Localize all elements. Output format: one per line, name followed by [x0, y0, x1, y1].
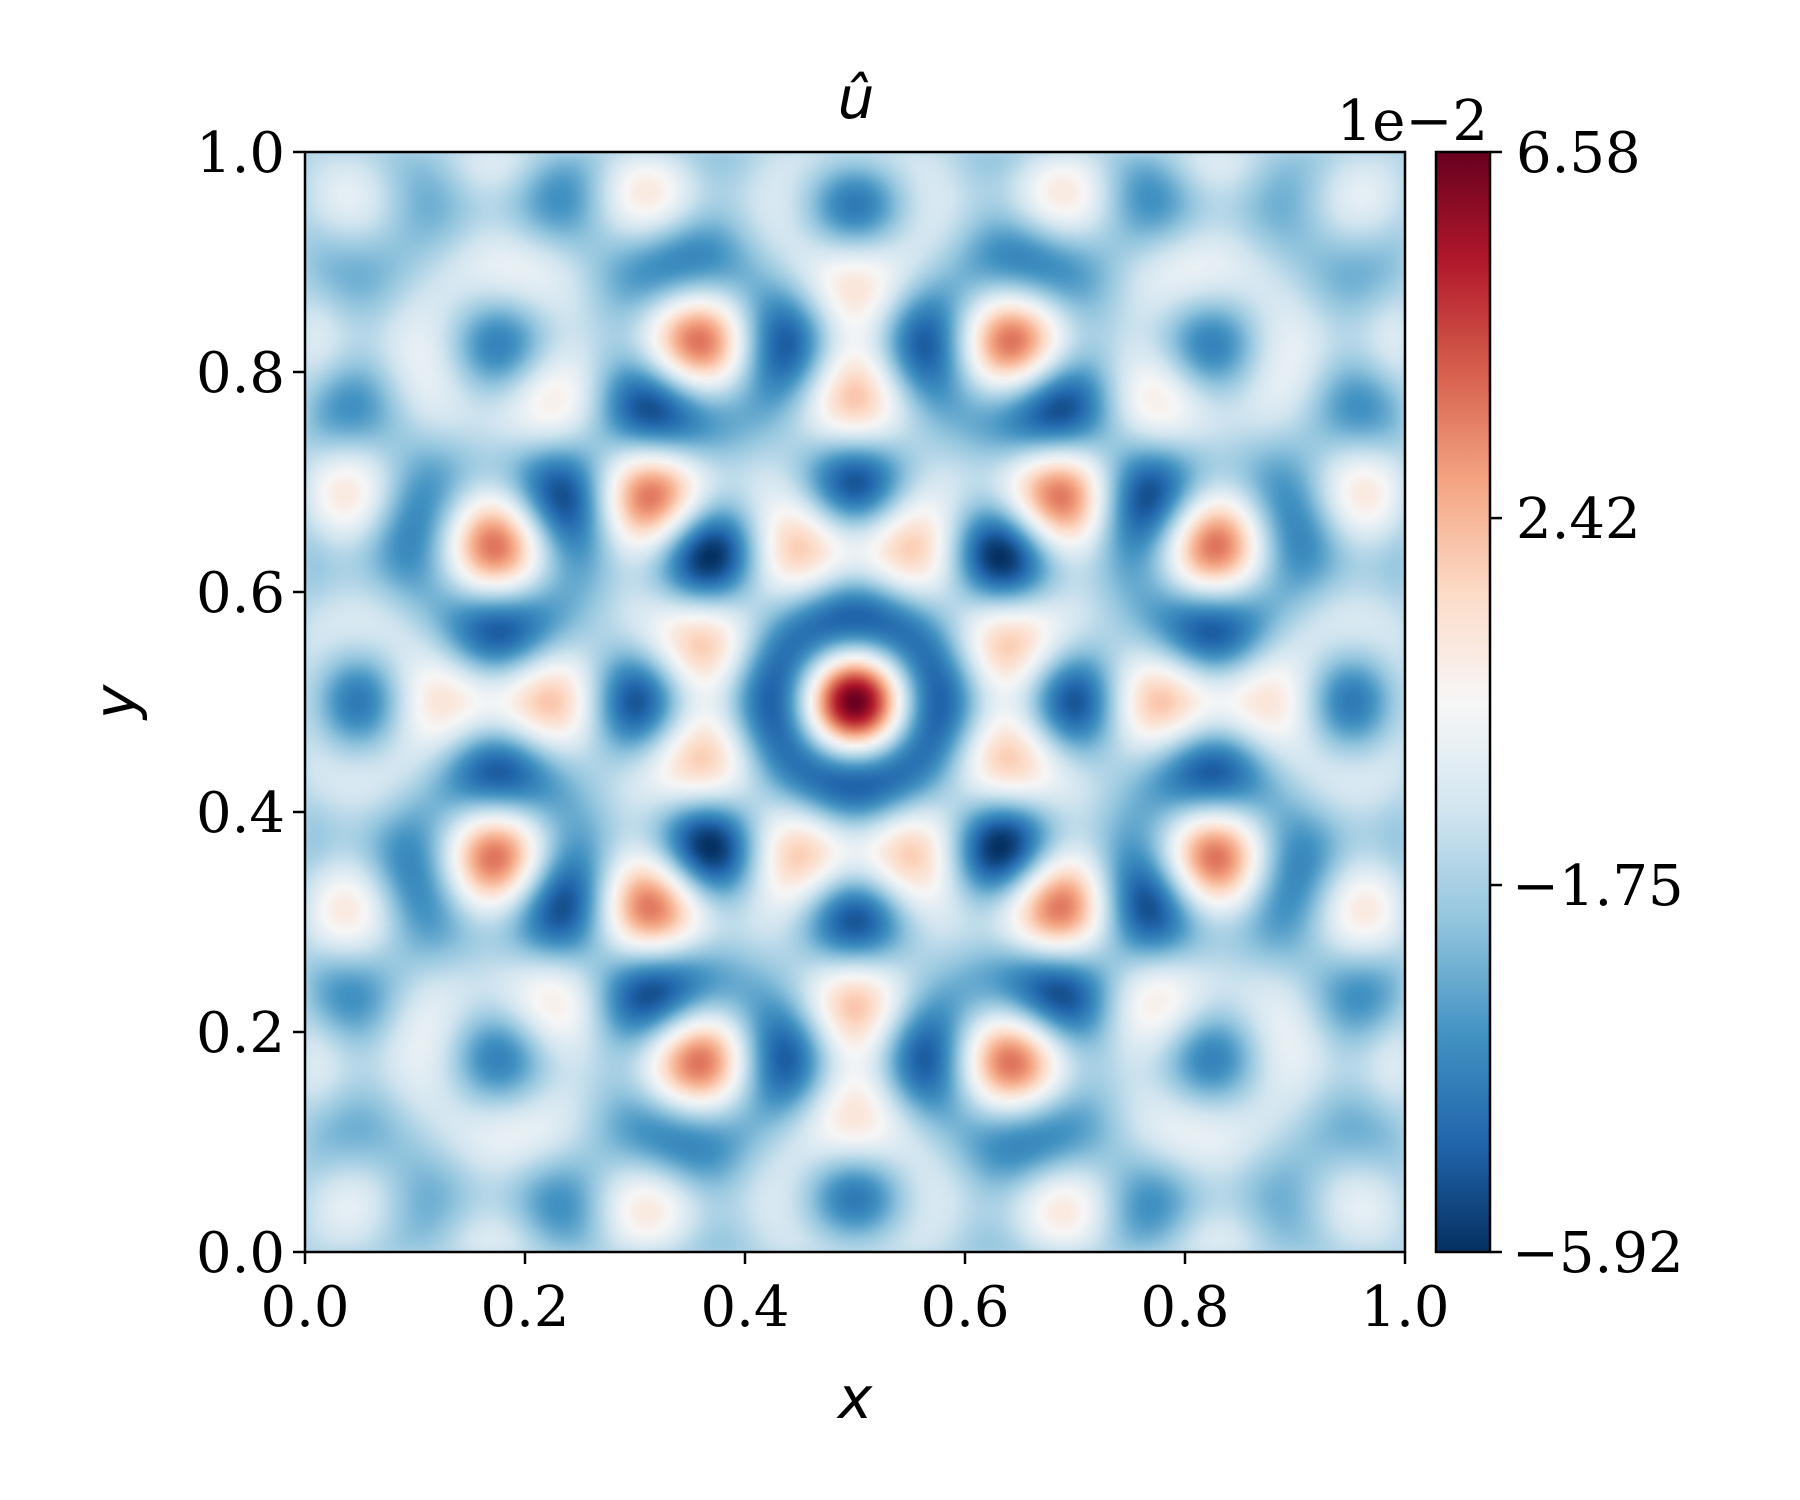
colorbar-ticks: 6.58 2.42 −1.75 −5.92 [1490, 121, 1684, 1286]
colorbar-tick-label: −1.75 [1512, 854, 1684, 919]
plot-frame [303, 150, 1407, 1254]
x-axis: 0.0 0.2 0.4 0.6 0.8 1.0 [260, 1252, 1450, 1340]
colorbar-offset-label: 1e−2 [1337, 89, 1488, 154]
x-tick-label: 0.6 [920, 1275, 1009, 1340]
y-tick-label: 0.4 [196, 781, 285, 846]
x-tick-label: 0.0 [260, 1275, 349, 1340]
y-tick-label: 0.0 [196, 1221, 285, 1286]
heatmap-image-container [305, 152, 1405, 1252]
y-axis: 0.0 0.2 0.4 0.6 0.8 1.0 [196, 121, 305, 1286]
colorbar-tick-label: 2.42 [1516, 487, 1641, 552]
plot-area [303, 150, 1407, 1254]
colorbar-tick-label: 6.58 [1516, 121, 1641, 186]
heatmap-image [305, 152, 1405, 1252]
y-tick-label: 0.8 [196, 341, 285, 406]
y-axis-label: y [81, 684, 149, 721]
colorbar-frame [1434, 150, 1492, 1254]
x-tick-label: 0.4 [700, 1275, 789, 1340]
x-tick-label: 1.0 [1360, 1275, 1449, 1340]
colorbar: 6.58 2.42 −1.75 −5.92 1e−2 [1337, 89, 1684, 1286]
colorbar-fill [1436, 152, 1490, 1252]
y-tick-label: 1.0 [196, 121, 285, 186]
chart-title: û [838, 64, 875, 132]
y-tick-label: 0.2 [196, 1001, 285, 1066]
x-axis-label: x [836, 1364, 873, 1432]
x-tick-label: 0.2 [480, 1275, 569, 1340]
y-tick-label: 0.6 [196, 561, 285, 626]
x-tick-label: 0.8 [1140, 1275, 1229, 1340]
colorbar-tick-label: −5.92 [1512, 1221, 1684, 1286]
